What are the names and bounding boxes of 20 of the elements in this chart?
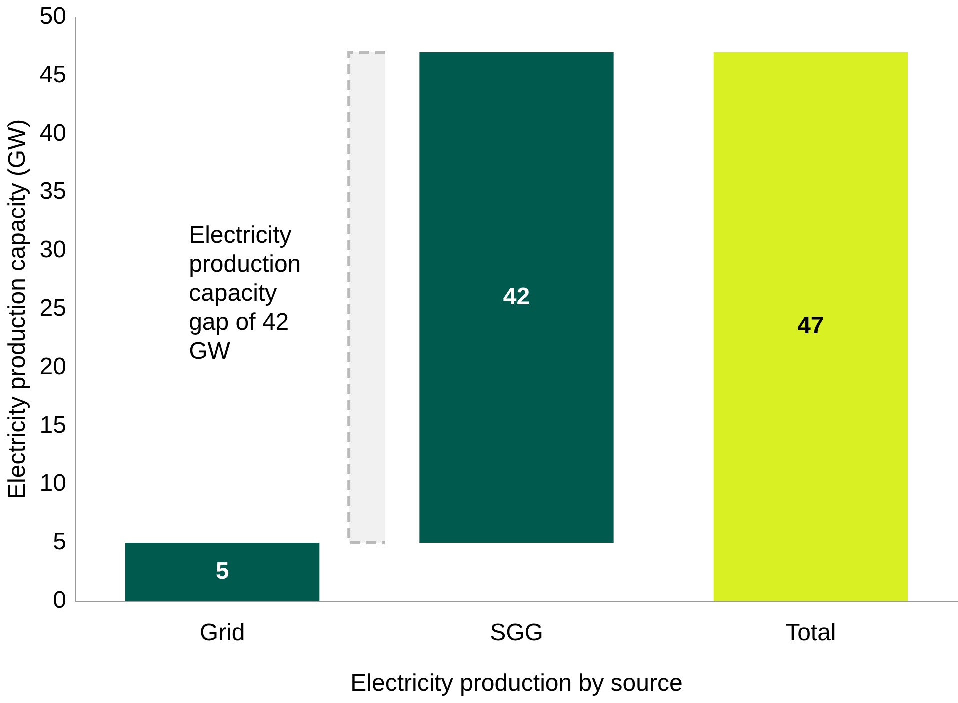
y-tick-label: 35 — [40, 178, 66, 206]
y-tick-label: 5 — [53, 528, 66, 556]
y-tick-label: 30 — [40, 236, 66, 264]
y-tick-label: 45 — [40, 61, 66, 88]
y-tick-label: 10 — [40, 470, 66, 498]
x-tick-label: Grid — [200, 619, 246, 646]
y-tick-label: 40 — [40, 120, 66, 147]
y-tick-label: 15 — [40, 412, 66, 439]
data-label: 5 — [216, 558, 230, 585]
y-tick-label: 20 — [40, 353, 66, 380]
x-tick-label: Total — [786, 619, 836, 646]
x-axis-title: Electricity production by source — [350, 670, 683, 698]
y-axis-title: Electricity production capacity (GW) — [4, 119, 32, 500]
y-tick-label: 50 — [40, 3, 66, 30]
y-tick-label: 0 — [53, 587, 66, 614]
band-label: Electricity production capacity gap of 42 GW — [189, 221, 302, 366]
y-tick-label: 25 — [40, 295, 66, 322]
x-tick-label: SGG — [490, 619, 544, 646]
data-label: 47 — [798, 312, 824, 340]
data-label: 42 — [503, 283, 530, 310]
